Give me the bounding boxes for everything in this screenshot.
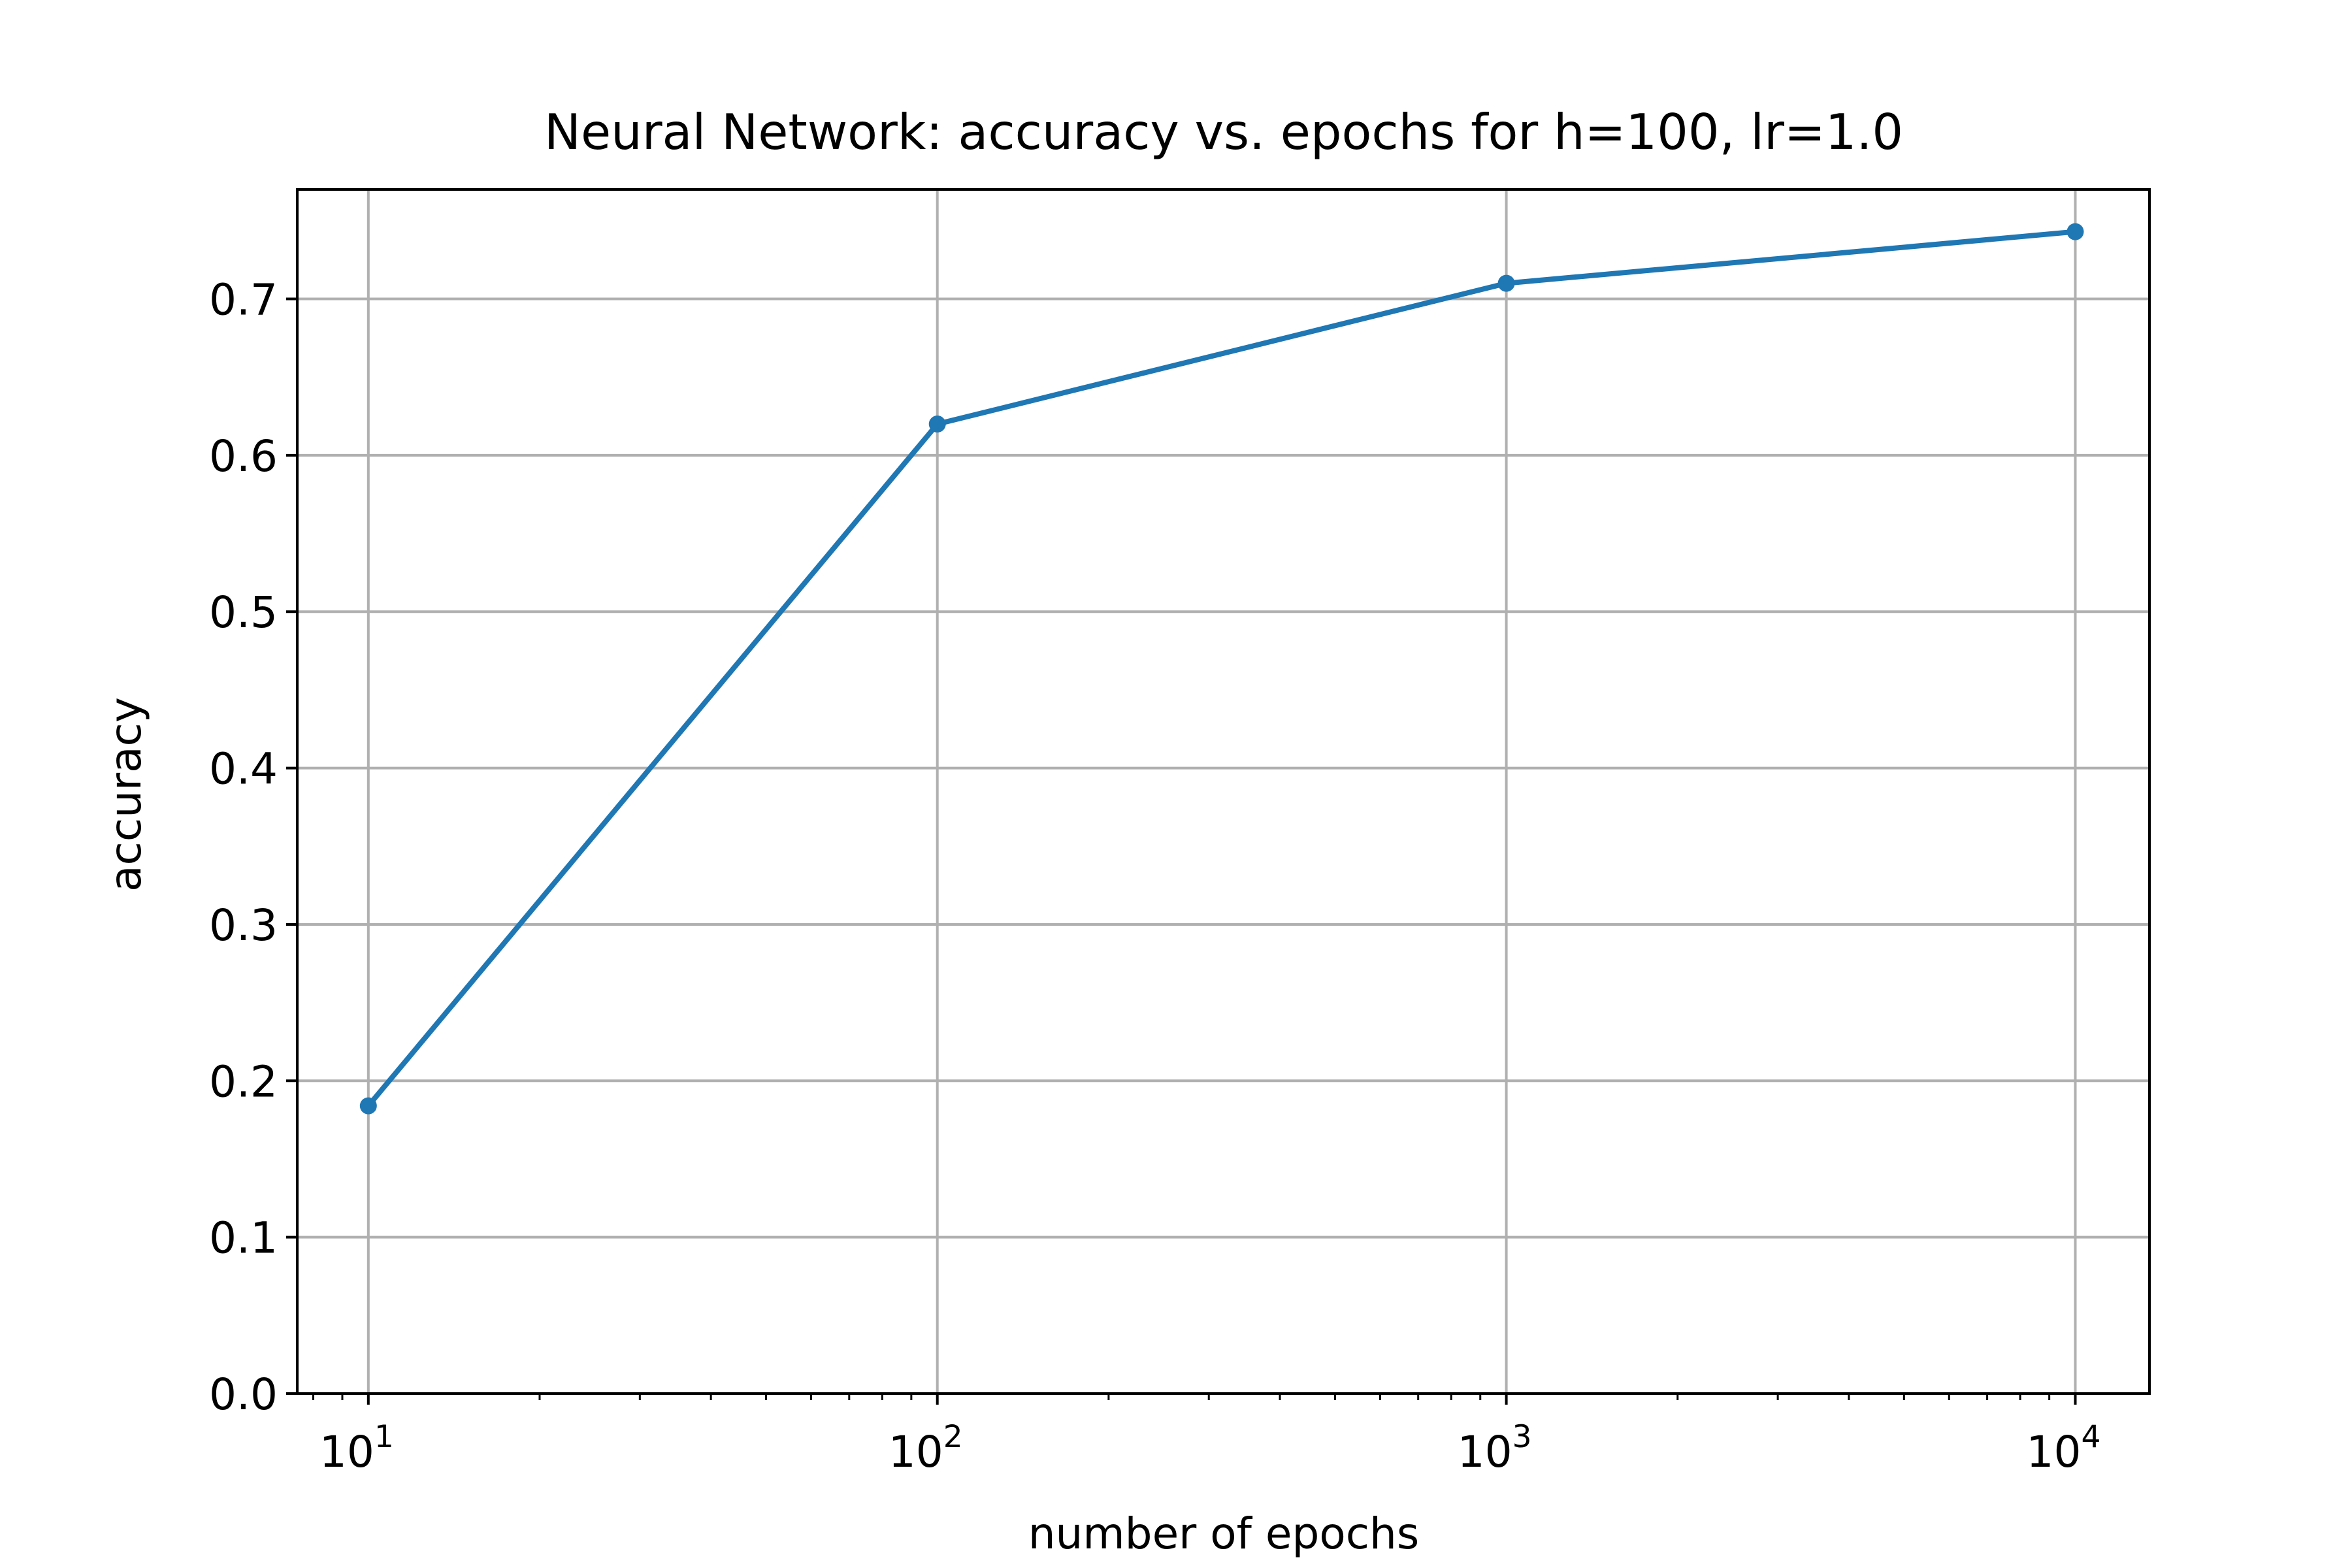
x-tick-label: 104 bbox=[2027, 1419, 2101, 1477]
x-tick-label-base: 10 bbox=[2027, 1427, 2082, 1477]
x-axis-label: number of epochs bbox=[1028, 1509, 1420, 1559]
y-tick-label: 0.2 bbox=[209, 1056, 278, 1107]
y-tick-label: 0.6 bbox=[209, 431, 278, 482]
y-tick-label: 0.3 bbox=[209, 900, 278, 951]
series-line bbox=[365, 229, 2078, 1110]
y-tick-label: 0.5 bbox=[209, 587, 278, 638]
y-tick-label: 0.1 bbox=[209, 1213, 278, 1264]
chart-title: Neural Network: accuracy vs. epochs for … bbox=[544, 103, 1903, 161]
plot-frame bbox=[296, 188, 2151, 1395]
y-tick-label: 0.0 bbox=[209, 1369, 278, 1420]
x-tick-label-exponent: 1 bbox=[374, 1419, 394, 1455]
data-point bbox=[359, 1097, 377, 1115]
x-tick-label-exponent: 3 bbox=[1512, 1419, 1532, 1455]
data-point bbox=[1497, 274, 1515, 292]
series-layer bbox=[359, 223, 2084, 1115]
y-tick-label: 0.7 bbox=[209, 275, 278, 325]
grid bbox=[297, 189, 2149, 1395]
x-tick-label: 102 bbox=[889, 1419, 963, 1477]
x-tick-label: 101 bbox=[319, 1419, 394, 1477]
data-point bbox=[2066, 223, 2084, 240]
data-point bbox=[928, 416, 946, 433]
x-tick-label-base: 10 bbox=[889, 1427, 943, 1477]
x-tick-label-base: 10 bbox=[1458, 1427, 1512, 1477]
y-axis-label: accuracy bbox=[101, 697, 151, 892]
y-tick-label: 0.4 bbox=[209, 744, 278, 794]
x-minor-ticks bbox=[312, 1394, 2051, 1400]
x-tick-label-base: 10 bbox=[319, 1427, 374, 1477]
x-tick-label: 103 bbox=[1458, 1419, 1532, 1477]
x-tick-label-exponent: 4 bbox=[2082, 1419, 2101, 1455]
x-tick-label-exponent: 2 bbox=[943, 1419, 963, 1455]
